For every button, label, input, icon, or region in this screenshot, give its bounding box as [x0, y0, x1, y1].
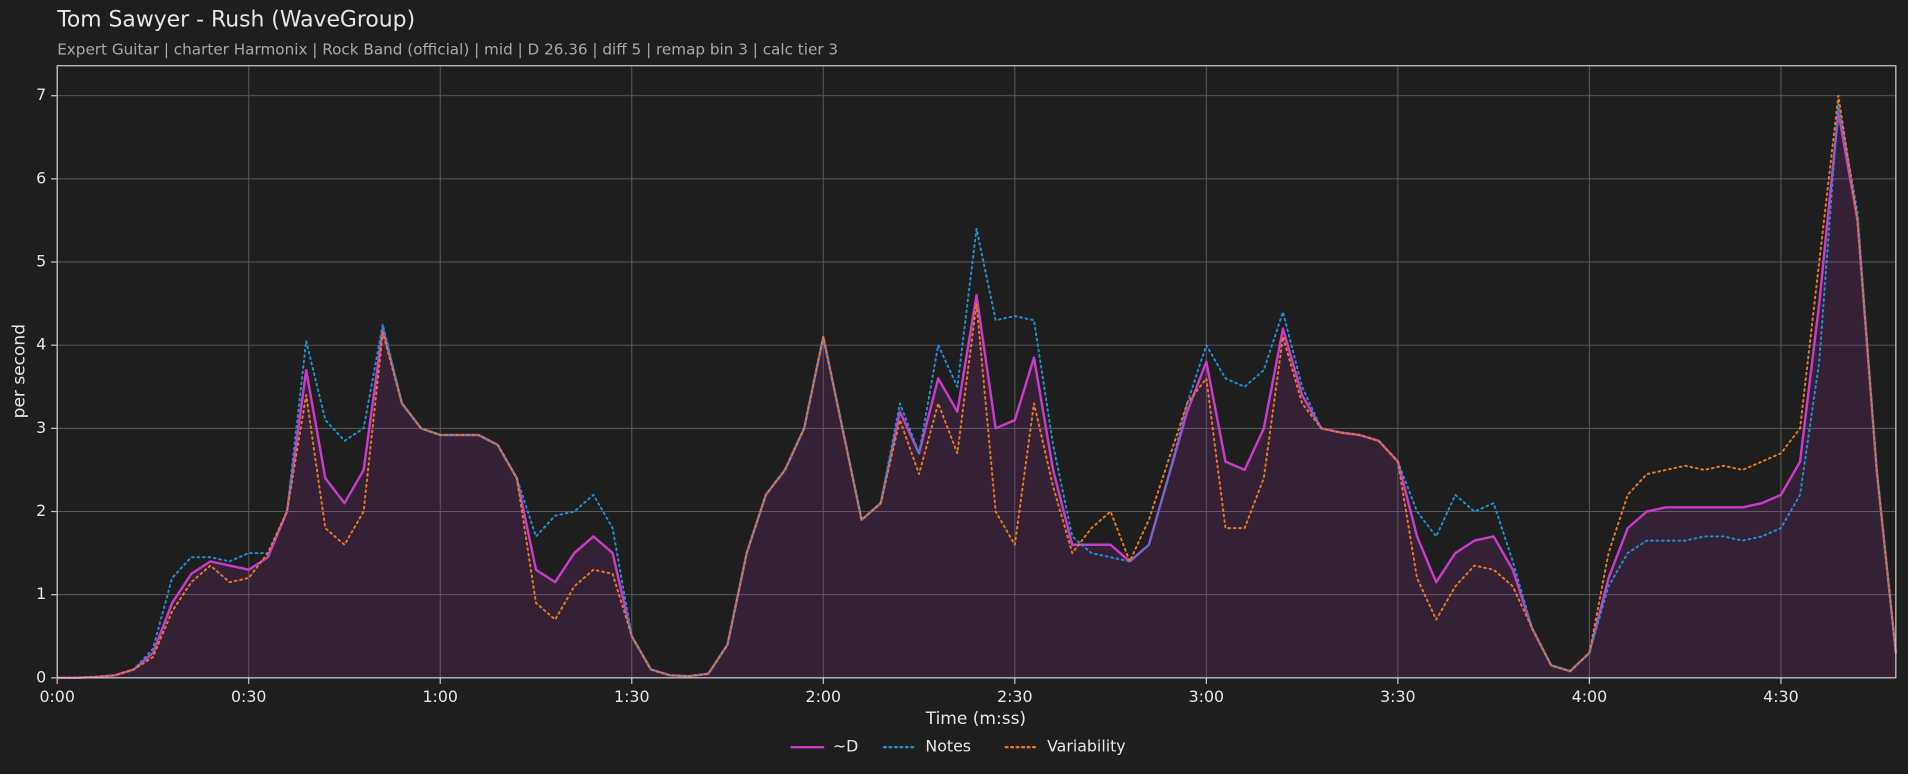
- x-tick-label: 2:30: [997, 687, 1032, 706]
- x-tick-label: 0:30: [231, 687, 266, 706]
- x-tick-label: 4:00: [1572, 687, 1607, 706]
- legend-label: Variability: [1047, 737, 1126, 756]
- x-tick-label: 0:00: [39, 687, 74, 706]
- x-tick-label: 1:00: [422, 687, 457, 706]
- y-tick-label: 5: [36, 252, 46, 271]
- y-tick-label: 3: [36, 418, 46, 437]
- x-tick-label: 4:30: [1763, 687, 1798, 706]
- x-tick-label: 3:30: [1380, 687, 1415, 706]
- y-tick-label: 4: [36, 335, 46, 354]
- legend-label: Notes: [925, 737, 971, 756]
- x-tick-label: 2:00: [806, 687, 841, 706]
- area-fill: [57, 112, 1896, 678]
- y-tick-label: 1: [36, 584, 46, 603]
- x-tick-label: 1:30: [614, 687, 649, 706]
- legend-label: ~D: [833, 737, 858, 756]
- y-tick-label: 2: [36, 501, 46, 520]
- x-axis-label: Time (m:ss): [925, 709, 1026, 729]
- y-tick-label: 7: [36, 85, 46, 104]
- plot-frame: [56, 65, 1897, 679]
- y-tick-label: 6: [36, 168, 46, 187]
- y-axis-label: per second: [9, 324, 29, 418]
- series-line: [56, 94, 1897, 679]
- x-tick-label: 3:00: [1189, 687, 1224, 706]
- chart-subtitle: Expert Guitar | charter Harmonix | Rock …: [57, 40, 838, 58]
- y-tick-label: 0: [36, 667, 46, 686]
- chart-title: Tom Sawyer - Rush (WaveGroup): [56, 8, 415, 33]
